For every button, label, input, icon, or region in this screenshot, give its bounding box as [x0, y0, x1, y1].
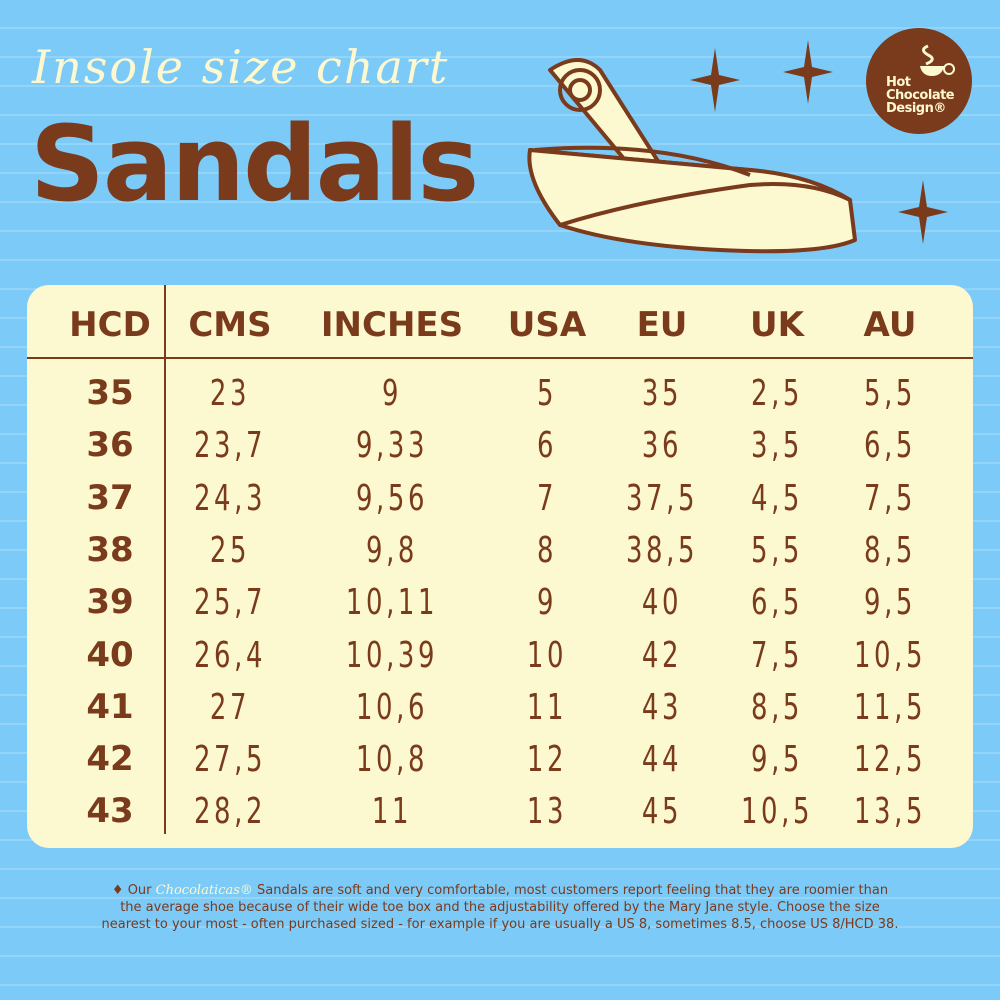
- footer-bullet: ♦ Our: [111, 883, 152, 898]
- table-cell-hcd: 42: [86, 739, 134, 780]
- column-header-uk: UK: [750, 305, 804, 345]
- table-cell-inches: 9,33: [355, 425, 429, 467]
- title-script: Insole size chart: [32, 40, 450, 94]
- table-cell-hcd: 43: [86, 791, 134, 832]
- logo-line: Hot: [886, 75, 911, 90]
- logo-line: Chocolate: [886, 88, 955, 103]
- table-cell-inches: 9,56: [355, 477, 429, 519]
- table-cell-hcd: 41: [86, 686, 134, 727]
- table-cell-hcd: 35: [86, 373, 134, 413]
- brand-logo: Hot Chocolate Design®: [866, 28, 972, 134]
- table-cell-uk: 7,5: [750, 634, 804, 676]
- table-cell-usa: 5: [536, 373, 558, 414]
- table-cell-eu: 37,5: [625, 477, 699, 519]
- table-cell-au: 5,5: [863, 373, 917, 414]
- table-cell-hcd: 38: [86, 529, 134, 570]
- table-cell-uk: 3,5: [750, 425, 804, 467]
- table-cell-au: 12,5: [853, 739, 927, 781]
- page-title: Sandals: [30, 103, 479, 225]
- table-cell-au: 11,5: [853, 686, 927, 728]
- star-icon: [783, 40, 833, 104]
- table-cell-eu: 36: [641, 425, 683, 467]
- table-cell-cms: 25,7: [193, 582, 267, 624]
- table-cell-inches: 10,39: [345, 634, 439, 676]
- table-cell-uk: 9,5: [750, 739, 804, 781]
- table-cell-eu: 42: [641, 634, 683, 676]
- table-cell-hcd: 37: [86, 477, 134, 518]
- table-cell-inches: 10,11: [345, 582, 439, 624]
- table-cell-eu: 35: [641, 373, 683, 414]
- table-cell-usa: 6: [536, 425, 558, 467]
- table-cell-usa: 10: [526, 634, 568, 676]
- table-cell-au: 6,5: [863, 425, 917, 467]
- table-cell-eu: 45: [641, 791, 683, 833]
- table-cell-usa: 7: [536, 477, 558, 519]
- table-cell-cms: 25: [209, 529, 251, 571]
- table-cell-eu: 40: [641, 582, 683, 624]
- column-header-usa: USA: [507, 305, 587, 345]
- footer-text: Sandals are soft and very comfortable, m…: [101, 883, 899, 932]
- size-table: HCD CMS INCHES USA EU UK AU 35 23 9 5 35 2,5 5,5 36 23,…: [27, 285, 973, 848]
- table-cell-cms: 27: [209, 686, 251, 728]
- table-cell-usa: 12: [526, 739, 568, 781]
- table-cell-eu: 43: [641, 686, 683, 728]
- table-cell-inches: 10,6: [355, 686, 429, 728]
- table-cell-uk: 2,5: [750, 373, 804, 414]
- table-cell-cms: 23,7: [193, 425, 267, 467]
- column-header-cms: CMS: [188, 305, 272, 345]
- table-cell-au: 7,5: [863, 477, 917, 519]
- column-header-au: AU: [863, 305, 917, 345]
- table-cell-au: 10,5: [853, 634, 927, 676]
- table-cell-uk: 10,5: [740, 791, 814, 833]
- table-cell-cms: 23: [209, 373, 251, 414]
- table-cell-cms: 27,5: [193, 739, 267, 781]
- table-cell-eu: 38,5: [625, 529, 699, 571]
- table-cell-usa: 11: [526, 686, 568, 728]
- table-cell-hcd: 39: [86, 582, 134, 623]
- table-cell-hcd: 40: [86, 634, 134, 675]
- star-icon: [690, 48, 740, 112]
- table-cell-uk: 5,5: [750, 529, 804, 571]
- coffee-cup-logo: [920, 44, 955, 76]
- footer-note: ♦ Our Chocolaticas® Sandals are soft and…: [100, 882, 900, 933]
- table-cell-inches: 9,8: [365, 529, 419, 571]
- table-cell-inches: 10,8: [355, 739, 429, 781]
- table-cell-uk: 4,5: [750, 477, 804, 519]
- sandal-illustration: [527, 58, 857, 254]
- table-cell-cms: 28,2: [193, 791, 267, 833]
- brand-name: Chocolaticas®: [155, 883, 253, 898]
- star-icon: [898, 180, 948, 244]
- table-cell-au: 13,5: [853, 791, 927, 833]
- table-cell-uk: 8,5: [750, 686, 804, 728]
- table-cell-cms: 24,3: [193, 477, 267, 519]
- header-divider: [27, 357, 973, 359]
- logo-line: Design®: [886, 101, 946, 116]
- table-cell-usa: 9: [536, 582, 558, 624]
- table-cell-inches: 11: [371, 791, 413, 833]
- table-cell-hcd: 36: [86, 425, 134, 466]
- table-cell-au: 9,5: [863, 582, 917, 624]
- column-header-eu: EU: [636, 305, 688, 345]
- column-header-inches: INCHES: [320, 305, 464, 345]
- table-cell-usa: 13: [526, 791, 568, 833]
- column-divider: [164, 285, 166, 834]
- table-cell-usa: 8: [536, 529, 558, 571]
- table-cell-uk: 6,5: [750, 582, 804, 624]
- table-cell-eu: 44: [641, 739, 683, 781]
- table-cell-inches: 9: [381, 373, 403, 414]
- column-header-hcd: HCD: [69, 305, 151, 345]
- table-cell-cms: 26,4: [193, 634, 267, 676]
- table-cell-au: 8,5: [863, 529, 917, 571]
